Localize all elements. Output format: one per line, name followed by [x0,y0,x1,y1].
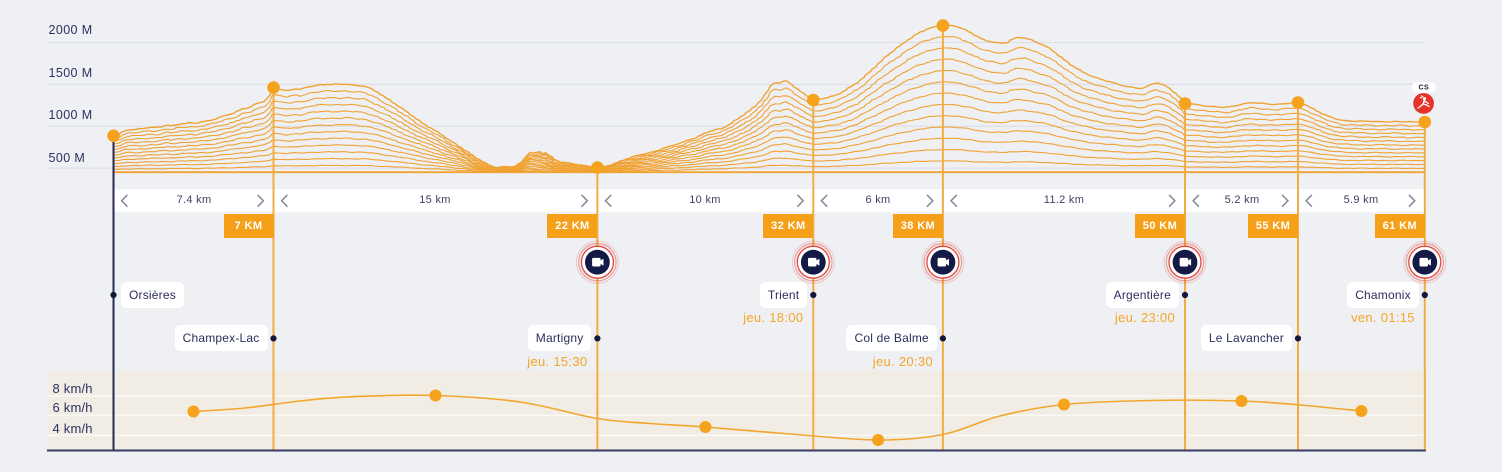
svg-text:CS: CS [1419,85,1430,92]
